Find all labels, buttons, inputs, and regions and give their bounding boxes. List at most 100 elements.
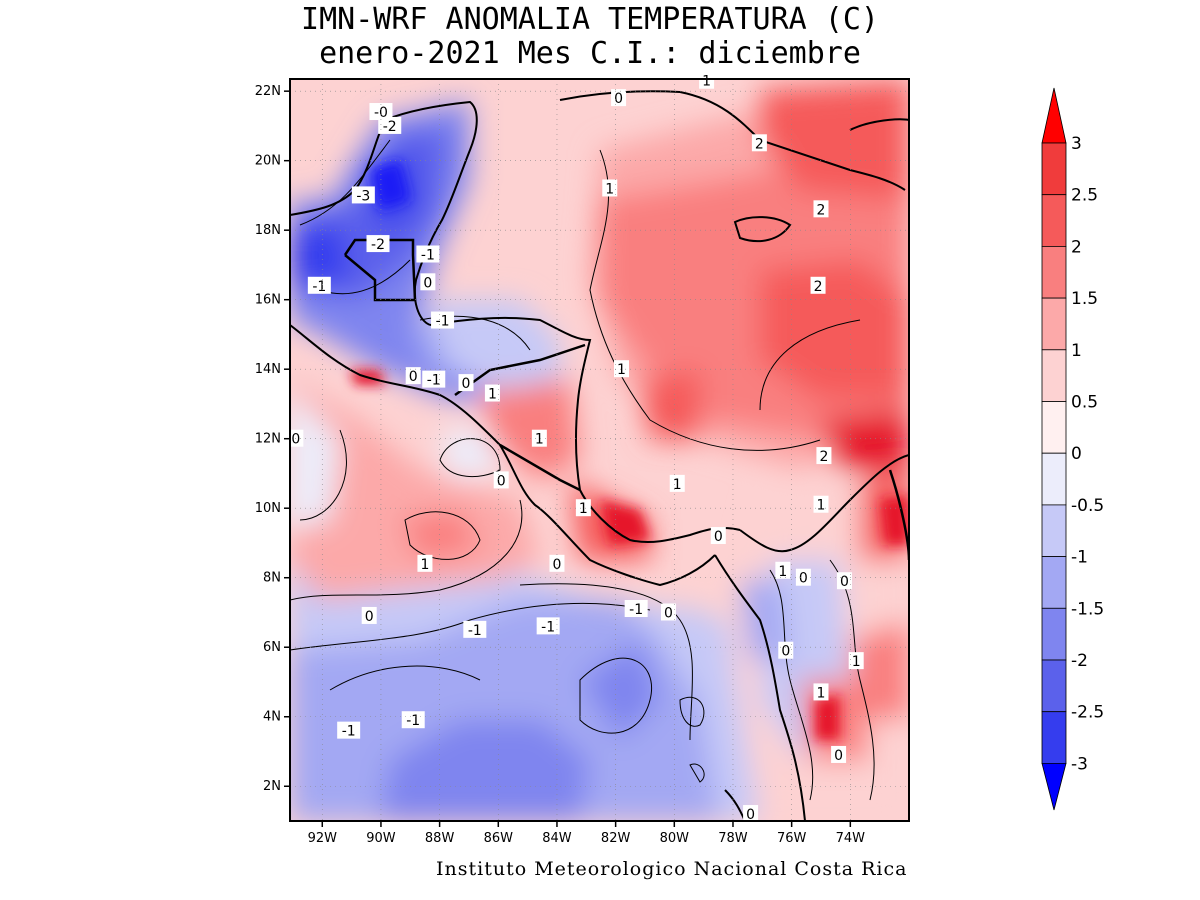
- contour-label-box: [813, 200, 829, 218]
- lat-label: 14N: [255, 362, 281, 377]
- contour-label: -1: [468, 623, 482, 639]
- contour-label: 0: [714, 529, 723, 545]
- contour-label: 1: [488, 387, 497, 403]
- contour-label-box: [369, 103, 393, 121]
- colorbar-label: 0.5: [1071, 393, 1098, 413]
- colorbar-swatch: [1041, 659, 1067, 713]
- contour-label-box: [775, 561, 791, 579]
- colorbar-label: 2.5: [1071, 186, 1098, 206]
- colorbar-label: -1.5: [1071, 599, 1104, 619]
- lat-label: 12N: [255, 432, 281, 447]
- colorbar-swatch: [1041, 711, 1067, 764]
- lat-label: 6N: [263, 640, 281, 655]
- lon-label: 82W: [601, 831, 631, 846]
- colorbar-swatch: [1041, 504, 1067, 557]
- contour-label: 2: [755, 136, 764, 152]
- contour-label: -1: [436, 314, 450, 330]
- lon-label: 74W: [836, 831, 866, 846]
- lat-label: 20N: [255, 154, 281, 169]
- colorbar: 3 2.5 2 1.5 1 0.5 0 -0.5 -1 -1.5 -2 -2.5 -3: [1041, 87, 1104, 811]
- lat-label: 4N: [263, 710, 281, 725]
- graticule: [290, 79, 909, 821]
- contour-label-box: [416, 245, 440, 263]
- contour-label: 1: [673, 477, 682, 493]
- map-frame: [289, 78, 910, 822]
- contour-label: 0: [614, 91, 623, 107]
- contour-label-box: [813, 495, 829, 513]
- colorbar-label: 0: [1071, 444, 1082, 464]
- colorbar-swatch: [1041, 194, 1067, 247]
- colorbar-swatch: [1041, 556, 1067, 609]
- contour-label-box: [795, 568, 811, 586]
- lon-label: 90W: [366, 831, 396, 846]
- map-title-line2: enero-2021 Mes C.I.: diciembre: [319, 36, 861, 71]
- lon-label: 86W: [484, 831, 514, 846]
- coastlines: [290, 90, 909, 821]
- contour-label: 0: [423, 275, 432, 291]
- contour-label: -1: [541, 619, 555, 635]
- colorbar-label: 1.5: [1071, 289, 1098, 309]
- contour-label: 0: [834, 748, 843, 764]
- contour-label-box: [431, 311, 455, 329]
- contour-label: 1: [605, 181, 614, 197]
- contour-label-box: [816, 447, 832, 465]
- contour-label-box: [831, 745, 847, 763]
- contour-label: 0: [799, 571, 808, 587]
- colorbar-label: 1: [1071, 341, 1082, 361]
- contour-label: -3: [356, 188, 370, 204]
- contour-label-box: [405, 367, 421, 385]
- contour-label-box: [848, 652, 864, 670]
- colorbar-arrow-bottom: [1041, 763, 1067, 811]
- contour-label: 1: [579, 501, 588, 517]
- contour-label: 0: [409, 369, 418, 385]
- contour-label: 0: [291, 432, 300, 448]
- contour-label-box: [743, 805, 759, 823]
- contour-label: 2: [814, 279, 823, 295]
- contour-label: -2: [383, 119, 397, 135]
- contour-label-box: [361, 606, 377, 624]
- contour-label-box: [751, 134, 767, 152]
- colorbar-arrow-top: [1041, 87, 1067, 144]
- contour-label: 0: [462, 376, 471, 392]
- contour-label-box: [417, 554, 433, 572]
- contour-label: 0: [664, 605, 673, 621]
- contour-label: 1: [817, 685, 826, 701]
- contour-label-box: [710, 527, 726, 545]
- colorbar-label: 2: [1071, 237, 1082, 257]
- contour-label: 2: [817, 202, 826, 218]
- lon-label: 76W: [777, 831, 807, 846]
- lon-label: 92W: [308, 831, 338, 846]
- contour-label-box: [836, 572, 852, 590]
- contour-label-box: [660, 603, 676, 621]
- contour-label-box: [602, 179, 618, 197]
- colorbar-swatch: [1041, 349, 1067, 402]
- contour-label-box: [575, 499, 591, 517]
- contour-label-box: [611, 89, 627, 107]
- colorbar-swatch: [1041, 245, 1067, 299]
- contour-label-box: [378, 116, 402, 134]
- contour-label-box: [624, 600, 648, 617]
- colorbar-label: -2.5: [1071, 703, 1104, 723]
- colorbar-swatch: [1041, 142, 1067, 196]
- longitude-axis: 92W 90W 88W 86W 84W 82W 80W 78W 76W 74W: [308, 821, 866, 846]
- contour-label-box: [778, 641, 794, 659]
- colorbar-label: -0.5: [1071, 496, 1104, 516]
- contour-lines: [290, 139, 875, 801]
- contour-label-box: [699, 71, 715, 89]
- contour-label-box: [288, 429, 304, 447]
- contour-label-box: [463, 620, 487, 638]
- contour-label-box: [366, 235, 390, 253]
- lon-label: 78W: [718, 831, 748, 846]
- contour-label: 1: [420, 557, 429, 573]
- contour-label: 1: [817, 498, 826, 514]
- lon-label: 84W: [542, 831, 572, 846]
- contour-label-box: [536, 617, 560, 635]
- contour-label: 0: [365, 609, 374, 625]
- contour-label-box: [493, 471, 509, 489]
- contour-label: 0: [746, 807, 755, 823]
- contour-label: 0: [781, 644, 790, 660]
- contour-label: -1: [427, 373, 441, 389]
- lon-label: 80W: [660, 831, 690, 846]
